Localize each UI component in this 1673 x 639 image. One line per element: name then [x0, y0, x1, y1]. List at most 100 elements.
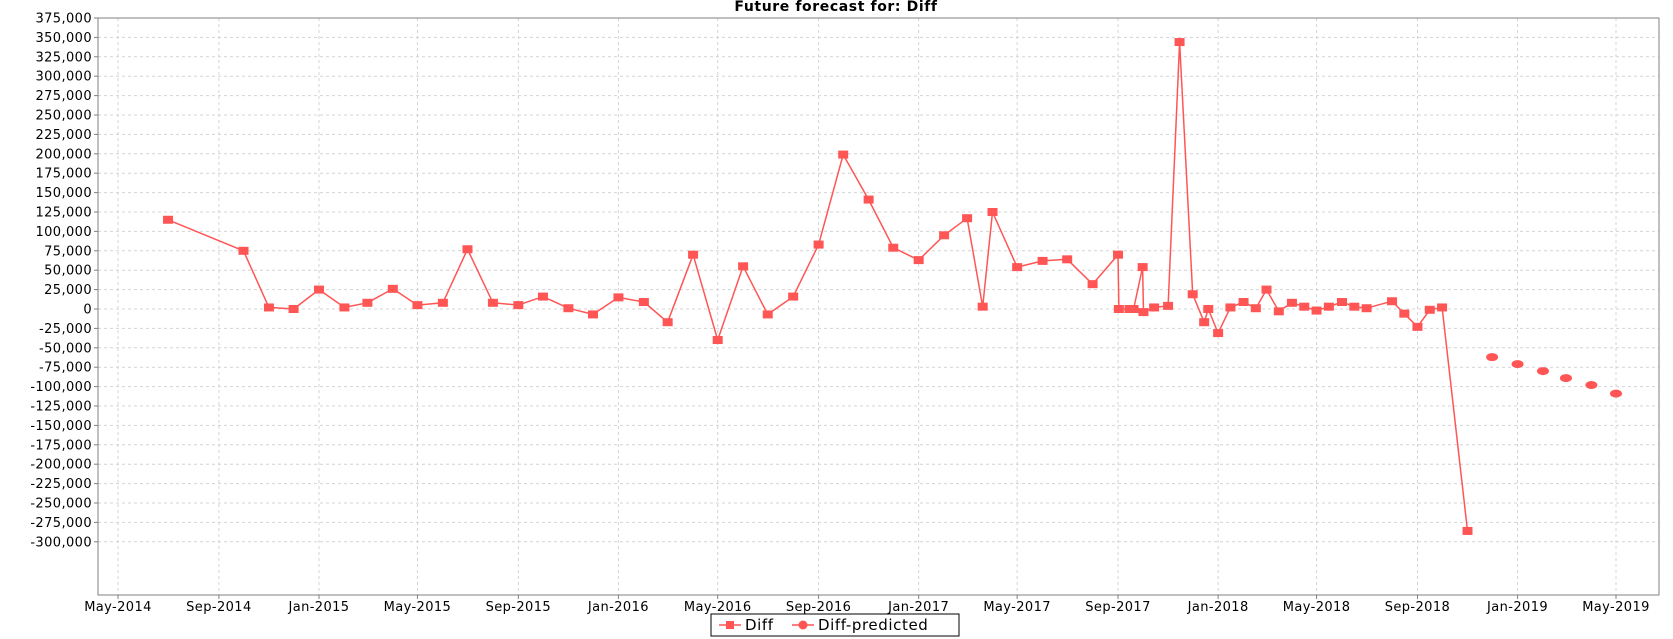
chart-title: Future forecast for: Diff	[734, 0, 938, 15]
data-point	[1361, 304, 1372, 313]
data-point	[1559, 374, 1572, 383]
data-point	[563, 304, 574, 313]
x-tick-label: Jan-2016	[587, 600, 649, 615]
y-tick-label: 325,000	[35, 50, 92, 65]
x-axis: May-2014 Sep-2014 Jan-2015 May-2015 Sep-2015…	[84, 595, 1650, 615]
y-tick-label: 300,000	[35, 70, 92, 85]
legend-marker-square	[726, 621, 734, 629]
data-point	[662, 318, 673, 327]
y-tick-label: -25,000	[39, 322, 92, 337]
y-tick-label: -300,000	[30, 535, 92, 550]
data-point	[613, 293, 624, 302]
data-point	[1311, 306, 1322, 315]
data-point	[1149, 303, 1160, 312]
data-point	[1399, 309, 1410, 318]
data-point	[1323, 302, 1334, 311]
data-point	[263, 303, 274, 312]
data-point	[1203, 305, 1214, 313]
x-tick-label: May-2014	[84, 600, 152, 615]
x-tick-label: Sep-2014	[186, 600, 251, 615]
y-tick-label: 100,000	[35, 225, 92, 240]
data-point	[1174, 38, 1185, 47]
y-tick-label: -225,000	[30, 477, 92, 492]
data-point	[939, 231, 950, 240]
data-point	[1225, 303, 1236, 312]
data-point	[977, 302, 988, 311]
data-point	[412, 301, 423, 310]
data-point	[1138, 308, 1149, 317]
x-tick-label: May-2019	[1582, 600, 1650, 615]
data-point	[537, 292, 548, 301]
y-tick-label: 75,000	[44, 244, 92, 259]
data-point	[1113, 305, 1124, 313]
data-point	[1299, 302, 1310, 311]
y-tick-label: -50,000	[39, 341, 92, 356]
data-point	[362, 298, 373, 307]
y-tick-label: 175,000	[35, 167, 92, 182]
data-point	[1199, 318, 1210, 327]
data-point	[1585, 381, 1598, 390]
data-point	[1437, 303, 1448, 312]
y-tick-label: -250,000	[30, 497, 92, 512]
data-point	[163, 215, 174, 224]
y-tick-label: -275,000	[30, 516, 92, 531]
data-point	[238, 246, 249, 255]
data-point	[1462, 526, 1473, 535]
y-tick-label: -175,000	[30, 438, 92, 453]
x-tick-label: May-2016	[684, 600, 752, 615]
data-point	[838, 150, 849, 159]
x-tick-label: Jan-2017	[887, 600, 949, 615]
legend-marker-circle	[798, 620, 808, 630]
data-point	[1511, 360, 1524, 369]
x-tick-label: May-2017	[983, 600, 1051, 615]
data-point	[1128, 305, 1139, 313]
x-tick-label: Jan-2019	[1486, 600, 1548, 615]
data-point	[1412, 322, 1423, 331]
data-point	[1273, 307, 1284, 316]
data-point	[1349, 302, 1360, 311]
data-point	[712, 336, 723, 345]
data-point	[487, 298, 498, 307]
legend-label-diff: Diff	[745, 616, 774, 634]
x-tick-label: Sep-2016	[786, 600, 851, 615]
data-point	[688, 250, 699, 259]
series-diff	[163, 38, 1473, 535]
legend-label-diff-predicted: Diff-predicted	[818, 616, 928, 634]
data-point	[437, 298, 448, 307]
data-point	[1536, 367, 1549, 376]
x-tick-label: May-2015	[384, 600, 452, 615]
y-tick-label: 375,000	[35, 12, 92, 27]
y-tick-label: 0	[83, 303, 92, 318]
x-tick-label: May-2018	[1283, 600, 1351, 615]
data-point	[1238, 298, 1249, 307]
y-tick-label: -200,000	[30, 458, 92, 473]
series-diff-predicted	[1486, 353, 1622, 398]
y-tick-label: -75,000	[39, 361, 92, 376]
data-point	[913, 256, 924, 265]
x-tick-label: Jan-2015	[287, 600, 349, 615]
y-tick-label: 50,000	[44, 264, 92, 279]
legend-box	[710, 613, 960, 637]
legend-item-diff: Diff	[719, 616, 774, 634]
data-point	[1113, 250, 1124, 259]
data-point	[863, 195, 874, 204]
y-tick-label: 250,000	[35, 109, 92, 124]
data-point	[1424, 305, 1435, 314]
x-tick-label: Sep-2018	[1385, 600, 1450, 615]
y-tick-label: -125,000	[30, 400, 92, 415]
data-point	[1286, 298, 1297, 307]
data-point	[1250, 304, 1261, 313]
data-point	[1610, 389, 1622, 398]
data-point	[1062, 255, 1073, 264]
y-tick-label: -100,000	[30, 380, 92, 395]
plot-area	[97, 17, 1660, 596]
x-tick-label: Jan-2018	[1187, 600, 1249, 615]
data-point	[987, 208, 998, 216]
data-point	[513, 301, 524, 310]
legend-item-diff-predicted: Diff-predicted	[792, 616, 928, 634]
data-point	[587, 310, 598, 319]
data-point	[762, 310, 773, 319]
y-tick-label: 225,000	[35, 128, 92, 143]
y-tick-label: 350,000	[35, 31, 92, 46]
